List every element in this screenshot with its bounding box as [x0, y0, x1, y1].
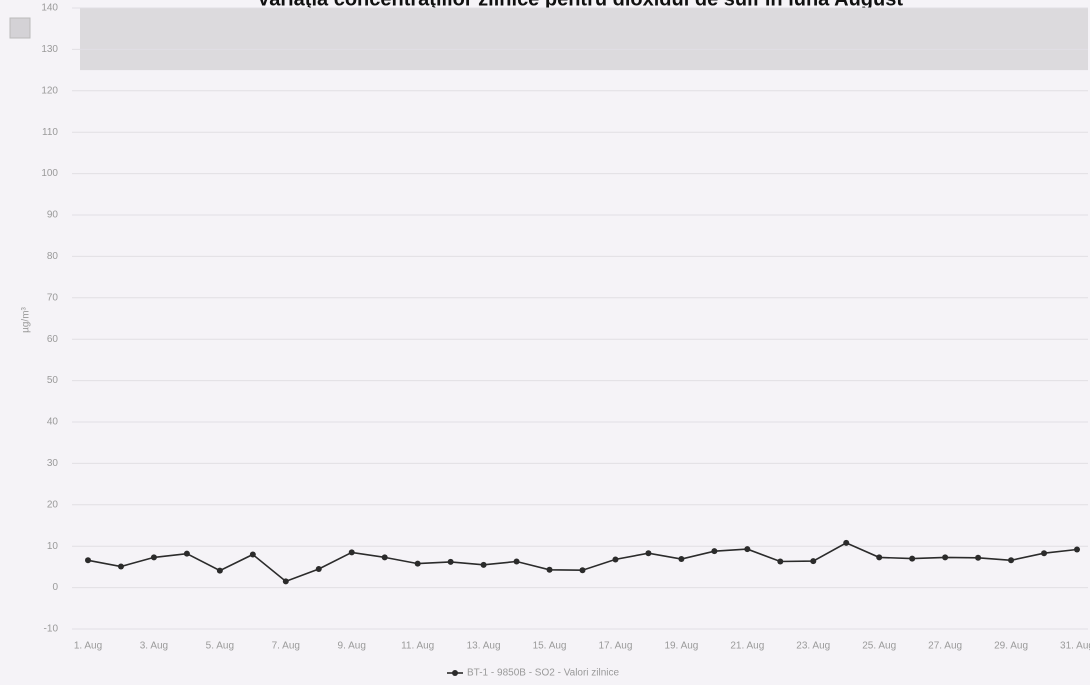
y-tick-label: 100 — [41, 168, 58, 179]
x-tick-label: 7. Aug — [272, 641, 300, 652]
y-tick-label: 20 — [47, 499, 59, 510]
plot-band — [80, 8, 1088, 71]
data-point — [744, 546, 751, 553]
data-point — [414, 560, 421, 567]
data-point — [942, 554, 949, 561]
data-point — [843, 539, 850, 546]
data-point — [777, 558, 784, 565]
data-point — [348, 549, 355, 556]
data-point — [1074, 546, 1080, 553]
data-point — [645, 550, 652, 557]
x-tick-label: 23. Aug — [796, 641, 830, 652]
x-tick-label: 29. Aug — [994, 641, 1028, 652]
x-tick-label: 3. Aug — [140, 641, 168, 652]
x-tick-label: 25. Aug — [862, 641, 896, 652]
x-tick-label: 31. Aug — [1060, 641, 1090, 652]
x-tick-label: 21. Aug — [730, 641, 764, 652]
data-point — [117, 563, 124, 570]
x-tick-label: 11. Aug — [401, 641, 434, 652]
y-tick-label: 120 — [41, 85, 58, 96]
data-point — [909, 555, 916, 562]
x-tick-label: 1. Aug — [74, 641, 102, 652]
y-tick-label: -10 — [44, 624, 59, 635]
data-point — [315, 565, 322, 572]
menu-icon[interactable] — [9, 17, 31, 39]
data-point — [282, 578, 289, 585]
data-point — [85, 557, 91, 564]
legend-label: BT-1 - 9850B - SO2 - Valori zilnice — [467, 668, 620, 679]
data-point — [975, 554, 982, 561]
y-tick-label: 50 — [47, 375, 59, 386]
y-tick-label: 60 — [47, 334, 59, 345]
data-point — [183, 550, 190, 557]
legend-marker — [452, 670, 458, 676]
x-tick-label: 27. Aug — [928, 641, 962, 652]
data-point — [1008, 557, 1015, 564]
data-point — [1041, 550, 1048, 557]
y-tick-label: 80 — [47, 251, 59, 262]
data-point — [678, 556, 685, 563]
data-point — [612, 556, 619, 563]
y-axis-label: µg/m³ — [21, 306, 32, 332]
x-tick-label: 9. Aug — [338, 641, 366, 652]
y-tick-label: 130 — [41, 44, 58, 55]
data-point — [249, 551, 256, 558]
x-tick-label: 5. Aug — [206, 641, 234, 652]
data-point — [546, 566, 553, 573]
x-tick-label: 17. Aug — [599, 641, 633, 652]
data-point — [579, 567, 586, 574]
data-point — [876, 554, 883, 561]
data-point — [150, 554, 157, 561]
y-tick-label: 70 — [47, 292, 59, 303]
y-tick-label: 40 — [47, 417, 59, 428]
y-tick-label: 30 — [47, 458, 59, 469]
data-point — [216, 567, 223, 574]
data-point — [513, 558, 520, 565]
y-tick-label: 90 — [47, 210, 59, 221]
x-tick-label: 15. Aug — [533, 641, 567, 652]
data-point — [711, 548, 718, 555]
y-tick-label: 140 — [41, 3, 58, 14]
y-tick-label: 10 — [47, 541, 59, 552]
data-point — [810, 558, 817, 565]
data-point — [447, 558, 454, 565]
x-tick-label: 13. Aug — [467, 641, 501, 652]
chart-title: Variaţia concentraţiilor zilnice pentru … — [257, 0, 903, 10]
x-tick-label: 19. Aug — [664, 641, 698, 652]
data-point — [381, 554, 388, 561]
data-point — [480, 561, 487, 568]
y-tick-label: 110 — [42, 127, 58, 138]
y-tick-label: 0 — [52, 582, 58, 593]
